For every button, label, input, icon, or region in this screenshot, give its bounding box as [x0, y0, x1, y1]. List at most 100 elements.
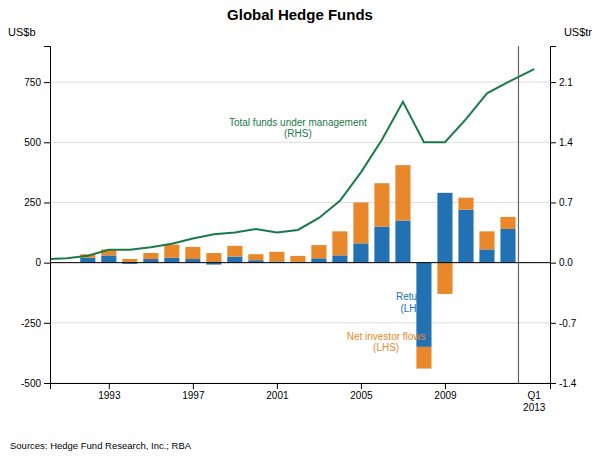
grid-line [50, 82, 550, 83]
bar [479, 231, 494, 249]
tick: 1997 [182, 383, 205, 401]
tick-label: 750 [24, 77, 41, 88]
tick: 2009 [434, 383, 457, 401]
tick: 0 [35, 257, 50, 268]
tick-mark [44, 202, 50, 203]
bar [143, 259, 158, 263]
tick-mark [109, 383, 110, 389]
bar [164, 245, 179, 258]
tick-mark [193, 383, 194, 389]
tick-mark [44, 82, 50, 83]
tick-label: 1993 [98, 390, 121, 401]
bar [479, 249, 494, 262]
tick-mark [277, 383, 278, 389]
tick-label: -0.7 [559, 318, 577, 329]
tick-label: 0 [35, 257, 41, 268]
y2-axis-label: US$tr [564, 26, 592, 38]
bar [143, 253, 158, 259]
plot-root: 1993 1997 2001 2005 2009 -500 -250 0 250 500 750 -1… [21, 46, 577, 413]
tick: -500 [21, 378, 50, 389]
bar [395, 221, 410, 263]
bar [353, 243, 368, 262]
line [50, 69, 534, 259]
tick-label: 2001 [266, 390, 289, 401]
tick-mark [550, 383, 556, 384]
bar [395, 165, 410, 220]
annotation: Net investor flows(LHS) [347, 331, 426, 354]
bar [227, 246, 242, 257]
grid-line [50, 322, 550, 323]
tick-label: 2009 [434, 390, 457, 401]
tick: 750 [24, 77, 50, 88]
tick: 0.0 [550, 257, 573, 268]
grid-line [50, 142, 550, 143]
grid [50, 82, 550, 383]
tick-label: 0.0 [559, 257, 573, 268]
source: Sources: Hedge Fund Research, Inc.; RBA [10, 440, 192, 451]
grid-line [50, 262, 550, 263]
bar [500, 217, 515, 229]
annotation: Returns(LHS) [396, 291, 431, 314]
tick-label: 2005 [350, 390, 373, 401]
grid-line [50, 202, 550, 203]
tick-mark [550, 263, 556, 264]
tick: 2.1 [550, 77, 573, 88]
tick: -1.4 [550, 378, 577, 389]
tick-label: 500 [24, 137, 41, 148]
bar [416, 347, 431, 369]
tick: 1993 [98, 383, 121, 401]
bar [332, 255, 347, 262]
tick: 2005 [350, 383, 373, 401]
tick-label: -500 [21, 378, 41, 389]
tick-mark [550, 82, 556, 83]
bar [311, 258, 326, 262]
bar [458, 210, 473, 263]
chart: 1993 1997 2001 2005 2009 -500 -250 0 250 500 750 -1… [0, 0, 600, 457]
y-axis: -500 -250 0 250 500 750 [21, 47, 51, 389]
tick: 0.7 [550, 197, 573, 208]
tick-label: -1.4 [559, 378, 577, 389]
tick-label: 2.1 [559, 77, 573, 88]
tick-label: 250 [24, 197, 41, 208]
bar [332, 231, 347, 255]
marks [50, 69, 534, 368]
tick-mark [550, 202, 556, 203]
tick: 500 [24, 137, 50, 148]
annotation: Q12013 [523, 390, 546, 413]
tick: -0.7 [550, 318, 577, 329]
tick-mark [361, 383, 362, 389]
bar-series [80, 193, 515, 347]
tick-mark [44, 323, 50, 324]
zero-line [50, 262, 550, 263]
bar [206, 253, 221, 263]
bar [437, 263, 452, 294]
bar [374, 227, 389, 263]
tick: 1.4 [550, 137, 573, 148]
bar [269, 252, 284, 262]
bar [290, 256, 305, 262]
bar [353, 202, 368, 243]
tick-mark [445, 383, 446, 389]
x-axis-line [51, 384, 551, 390]
bar [374, 183, 389, 226]
tick-label: 1.4 [559, 137, 573, 148]
tick-mark [44, 383, 50, 384]
bar [311, 245, 326, 258]
bar [122, 259, 137, 263]
tick-mark [44, 263, 50, 264]
bar [248, 254, 263, 260]
bar [500, 229, 515, 263]
bar [437, 193, 452, 263]
annotations: Q12013Total funds under management(RHS)R… [229, 117, 546, 413]
bar [101, 255, 116, 262]
y2-axis-line [551, 47, 557, 384]
y-axis-line [44, 47, 51, 384]
bar-series [80, 165, 515, 368]
tick-label: -250 [21, 318, 41, 329]
vertical-line [518, 46, 519, 383]
bar [164, 258, 179, 263]
title: Global Hedge Funds [227, 6, 373, 23]
tick-mark [44, 142, 50, 143]
tick: -250 [21, 318, 50, 329]
x-axis: 1993 1997 2001 2005 2009 [51, 383, 551, 401]
